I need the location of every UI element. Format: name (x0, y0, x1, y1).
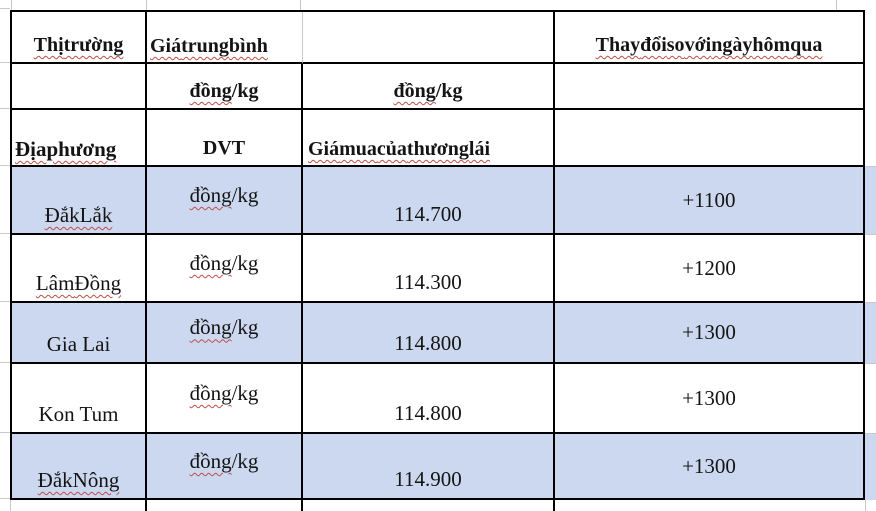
change-cell[interactable]: +1100 (555, 167, 863, 235)
gridline (0, 432, 10, 433)
partial-cell (865, 434, 876, 500)
header-unit-avg[interactable]: đồng/kg (147, 64, 303, 110)
unit-rest: /kg (435, 80, 463, 102)
header-buy-price[interactable]: Giá mua của thương lái (303, 110, 555, 167)
unit-word: đồng (189, 182, 232, 207)
price-cell[interactable]: 114.800 (303, 303, 555, 364)
gridline (145, 500, 147, 511)
header-market[interactable]: Thị trường (12, 12, 147, 64)
partial-cell (865, 10, 876, 167)
price-cell[interactable]: 114.900 (303, 434, 555, 498)
unit-cell[interactable]: đồng/kg (147, 434, 303, 498)
header-unit-buy[interactable]: đồng/kg (303, 64, 555, 110)
price-cell[interactable]: 114.300 (303, 235, 555, 303)
partial-cell (865, 235, 876, 303)
unit-word: đồng (189, 315, 232, 340)
gridline (300, 0, 301, 10)
region-cell[interactable]: Gia Lai (12, 303, 147, 364)
partial-cell (865, 303, 876, 364)
region-cell[interactable]: Kon Tum (12, 364, 147, 434)
region-cell[interactable]: Đắk Lắk (12, 167, 147, 235)
region-cell[interactable]: Đắk Nông (12, 434, 147, 498)
unit-cell[interactable]: đồng/kg (147, 364, 303, 434)
unit-cell[interactable]: đồng/kg (147, 303, 303, 364)
gridline (0, 301, 10, 302)
unit-rest: /kg (231, 315, 259, 340)
gridline (836, 0, 837, 10)
gridline (0, 362, 10, 363)
change-cell[interactable]: +1300 (555, 364, 863, 434)
gridline (0, 233, 10, 234)
partial-cell (865, 364, 876, 434)
price-table: Thị trường Giá trung bình Thay đổi so vớ… (10, 10, 865, 500)
unit-rest: /kg (231, 380, 259, 405)
change-cell[interactable]: +1300 (555, 303, 863, 364)
price-cell[interactable]: 114.700 (303, 167, 555, 235)
gridline (0, 62, 10, 63)
empty-cell[interactable] (303, 12, 555, 64)
header-dvt[interactable]: DVT (147, 110, 303, 167)
empty-cell[interactable] (555, 110, 863, 167)
unit-word: đồng (189, 380, 232, 405)
header-locality[interactable]: Địa phương (12, 110, 147, 167)
gridline (146, 0, 147, 10)
unit-word: đồng (189, 250, 232, 275)
unit-cell[interactable]: đồng/kg (147, 167, 303, 235)
unit-rest: /kg (231, 80, 259, 102)
header-change[interactable]: Thay đổi so với ngày hôm qua (555, 12, 863, 64)
gridline (0, 165, 10, 166)
unit-rest: /kg (231, 448, 259, 473)
unit-word: đồng (189, 80, 232, 102)
partial-cell (865, 167, 876, 235)
gridline (11, 0, 12, 10)
header-avg-price[interactable]: Giá trung bình (147, 12, 303, 64)
unit-rest: /kg (231, 250, 259, 275)
unit-word: đồng (393, 80, 436, 102)
unit-cell[interactable]: đồng/kg (147, 235, 303, 303)
price-cell[interactable]: 114.800 (303, 364, 555, 434)
unit-word: đồng (189, 448, 232, 473)
unit-rest: /kg (231, 182, 259, 207)
change-cell[interactable]: +1300 (555, 434, 863, 498)
change-cell[interactable]: +1200 (555, 235, 863, 303)
gridline (553, 500, 555, 511)
empty-cell[interactable] (12, 64, 147, 110)
gridline (865, 500, 866, 511)
gridline (0, 8, 10, 9)
partial-column-right (865, 10, 876, 500)
gridline (0, 498, 10, 499)
gridline (10, 500, 11, 511)
empty-cell[interactable] (555, 64, 863, 110)
region-cell[interactable]: Lâm Đồng (12, 235, 147, 303)
gridline (0, 108, 10, 109)
gridline (301, 500, 303, 511)
